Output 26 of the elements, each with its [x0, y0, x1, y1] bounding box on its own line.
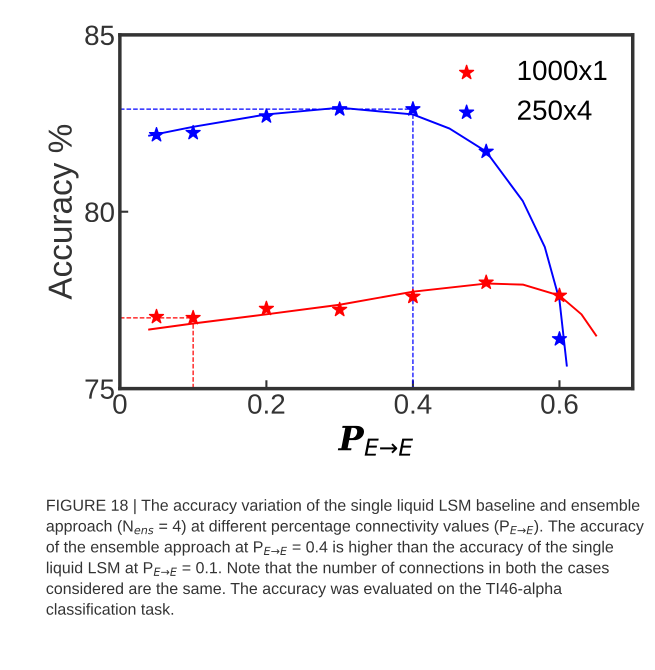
x-tick-label: 0 [113, 394, 127, 414]
point [332, 101, 348, 116]
point [405, 288, 421, 304]
point [258, 108, 274, 123]
point [148, 308, 164, 324]
point [148, 126, 164, 142]
x-axis-title: P$_{E→E}$ [338, 426, 414, 456]
point [552, 288, 568, 302]
point [258, 300, 274, 316]
point [186, 124, 201, 140]
legend-label: 250x4 [518, 100, 592, 120]
text: FIGURE 18 | The accuracy variation of the single liquid LSM baseline and ensemble approach (N$_{ens}$ = 4) at different percentage connectivity values (P$_{E→E}$). The accuracy of the ensemble approach at P$_{E→E}$ = 0.4 is higher than the accuracy of the single liquid LSM at P$_{E→E}$ = 0.1. Note that the number of connections in both the cases considered are the same. The accuracy was evaluated on the TI46-alpha classification task. [46, 499, 644, 615]
y-tick-label: 80 [85, 202, 114, 222]
y-tick-label: 85 [85, 26, 114, 46]
point [186, 310, 201, 324]
point [478, 144, 494, 158]
y-tick-label: 75 [86, 380, 114, 399]
x-tick-label: 0.4 [394, 394, 432, 414]
x-tick-label: 0.2 [248, 394, 284, 414]
point [552, 331, 568, 346]
y-axis-title: Accuracy % [48, 124, 79, 300]
legend-label: 1000x1 [518, 60, 606, 80]
point [332, 302, 348, 316]
point [478, 274, 494, 290]
point [405, 101, 421, 116]
x-tick-label: 0.6 [541, 394, 578, 414]
